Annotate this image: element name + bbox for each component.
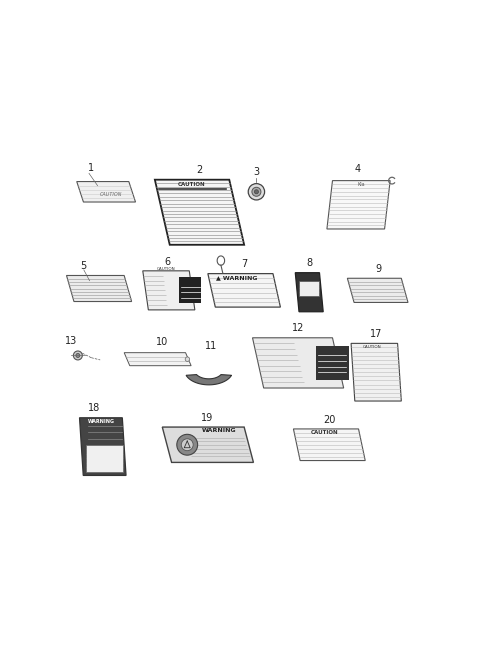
Text: 6: 6: [165, 256, 171, 266]
Circle shape: [177, 434, 198, 455]
Text: 7: 7: [241, 259, 247, 270]
Text: CAUTION: CAUTION: [156, 267, 175, 271]
Polygon shape: [162, 427, 253, 462]
Text: CAUTION: CAUTION: [178, 182, 206, 188]
Polygon shape: [86, 445, 123, 472]
Text: 17: 17: [370, 329, 383, 339]
Text: 10: 10: [156, 337, 168, 346]
Polygon shape: [143, 271, 195, 310]
Polygon shape: [77, 182, 135, 202]
Polygon shape: [295, 273, 323, 312]
Polygon shape: [316, 346, 349, 380]
Polygon shape: [179, 277, 202, 303]
Text: 18: 18: [88, 403, 101, 413]
Text: 3: 3: [253, 167, 260, 177]
Text: 13: 13: [65, 336, 77, 346]
Polygon shape: [80, 418, 126, 476]
Text: 5: 5: [81, 261, 87, 271]
Text: WARNING: WARNING: [202, 428, 237, 434]
Polygon shape: [252, 338, 344, 388]
Polygon shape: [348, 278, 408, 302]
Circle shape: [254, 190, 258, 194]
Polygon shape: [155, 180, 244, 245]
Polygon shape: [299, 281, 320, 296]
Text: ▲ WARNING: ▲ WARNING: [216, 275, 257, 280]
Text: Kia: Kia: [358, 182, 365, 187]
Circle shape: [252, 187, 261, 196]
Polygon shape: [208, 274, 280, 307]
Polygon shape: [293, 429, 365, 461]
Text: 1: 1: [88, 163, 94, 173]
Text: 20: 20: [324, 415, 336, 424]
Polygon shape: [124, 353, 191, 365]
Text: 9: 9: [375, 264, 381, 274]
Circle shape: [248, 184, 264, 200]
Polygon shape: [67, 276, 132, 302]
Polygon shape: [351, 343, 401, 401]
Text: 2: 2: [196, 165, 203, 175]
Circle shape: [185, 357, 190, 361]
Polygon shape: [186, 375, 231, 385]
Circle shape: [76, 354, 80, 358]
Text: WARNING: WARNING: [87, 419, 114, 424]
Circle shape: [73, 351, 83, 360]
Text: CAUTION: CAUTION: [100, 192, 122, 197]
Text: 12: 12: [292, 323, 304, 333]
Polygon shape: [327, 180, 390, 229]
Text: 8: 8: [306, 258, 312, 268]
Text: CAUTION: CAUTION: [310, 430, 338, 435]
Circle shape: [181, 439, 193, 451]
Text: 19: 19: [201, 413, 213, 422]
Text: CAUTION: CAUTION: [363, 345, 382, 349]
Text: 11: 11: [204, 341, 217, 351]
Text: 4: 4: [355, 165, 360, 174]
